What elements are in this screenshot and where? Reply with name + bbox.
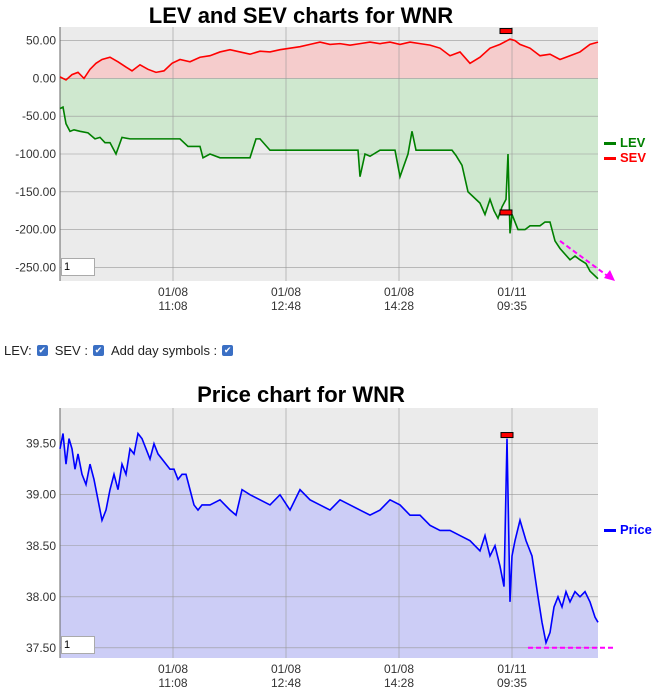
sev-legend-label: SEV [620, 150, 647, 165]
price-legend-label: Price [620, 522, 652, 537]
price-legend-swatch [604, 529, 616, 533]
y-tick-label: 37.50 [26, 641, 56, 655]
legend-item-sev[interactable]: SEV [604, 150, 646, 165]
y-tick-label: 39.50 [26, 437, 56, 451]
day-marker [499, 209, 513, 216]
lev-checkbox-label: LEV: [4, 343, 32, 358]
y-tick-label: 39.00 [26, 488, 56, 502]
sev-checkbox[interactable]: ✔ [92, 345, 104, 356]
x-tick-time: 14:28 [384, 676, 414, 690]
series-line-lev [59, 105, 599, 280]
lev-legend-swatch [604, 142, 616, 146]
lev-sev-chart-title: LEV and SEV charts for WNR [148, 3, 454, 28]
x-tick-time: 09:35 [497, 676, 527, 690]
lev-sev-legend: LEV SEV [604, 135, 646, 165]
trend-arrow-head [604, 270, 615, 281]
price-chart: 39.5039.0038.5038.0037.5001/0811:0801/08… [26, 408, 615, 690]
x-tick-date: 01/08 [271, 285, 301, 299]
series-line-price [59, 431, 599, 646]
y-tick-label: -50.00 [22, 109, 56, 123]
lev-sev-zoom-input[interactable] [61, 258, 95, 276]
series-line-sev [59, 38, 599, 81]
y-tick-label: -150.00 [15, 185, 56, 199]
y-tick-label: 50.00 [26, 34, 56, 48]
day-symbols-checkbox-label: Add day symbols : [110, 343, 218, 358]
lev-sev-chart: 50.00 0.00 -50.00 -100.00 -150.00 -200.00 -250… [15, 27, 615, 313]
price-zoom-input[interactable] [61, 636, 95, 654]
x-tick-date: 01/08 [271, 662, 301, 676]
lev-legend-label: LEV [620, 135, 646, 150]
x-tick-date: 01/08 [158, 662, 188, 676]
x-tick-date: 01/08 [158, 285, 188, 299]
y-tick-label: -100.00 [15, 147, 56, 161]
sev-checkbox-label: SEV : [54, 343, 88, 358]
x-tick-date: 01/11 [497, 662, 526, 676]
y-tick-label: 38.00 [26, 590, 56, 604]
day-marker [500, 432, 514, 439]
x-tick-time: 12:48 [271, 299, 301, 313]
y-tick-label: -250.00 [15, 260, 56, 274]
price-legend: Price [604, 522, 652, 537]
area-sev [60, 39, 598, 80]
y-tick-label: 0.00 [33, 71, 57, 85]
x-tick-date: 01/08 [384, 662, 414, 676]
y-tick-label: -200.00 [15, 223, 56, 237]
x-tick-time: 11:08 [158, 676, 187, 690]
price-chart-title: Price chart for WNR [197, 382, 405, 407]
trend-arrow-line [559, 240, 610, 278]
x-tick-date: 01/11 [497, 285, 526, 299]
lev-checkbox[interactable]: ✔ [36, 345, 48, 356]
day-marker [499, 28, 513, 35]
x-tick-time: 12:48 [271, 676, 301, 690]
sev-legend-swatch [604, 157, 616, 161]
area-lev [60, 78, 598, 279]
x-tick-time: 09:35 [497, 299, 527, 313]
x-tick-time: 11:08 [158, 299, 187, 313]
legend-item-price[interactable]: Price [604, 522, 652, 537]
x-tick-time: 14:28 [384, 299, 414, 313]
chart-options: LEV: ✔ SEV : ✔ Add day symbols : ✔ [4, 343, 238, 358]
day-symbols-checkbox[interactable]: ✔ [222, 345, 234, 356]
legend-item-lev[interactable]: LEV [604, 135, 646, 150]
y-tick-label: 38.50 [26, 539, 56, 553]
x-tick-date: 01/08 [384, 285, 414, 299]
